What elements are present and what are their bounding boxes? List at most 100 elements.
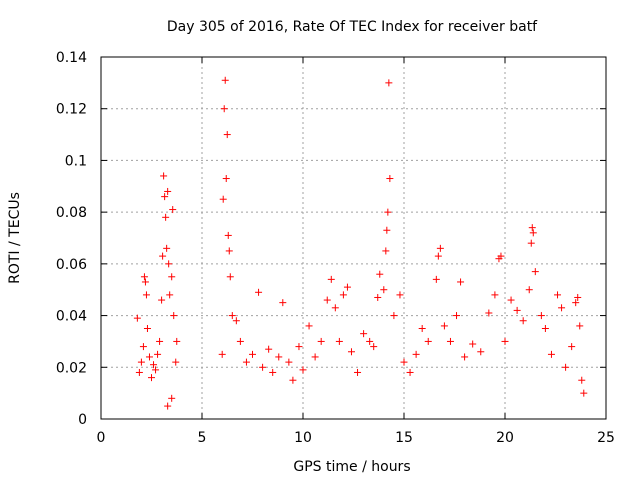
x-ticks: 0 5 10 15 20 25 xyxy=(97,57,615,446)
data-point xyxy=(370,343,378,351)
data-point xyxy=(576,322,584,330)
data-point xyxy=(170,312,178,320)
data-point xyxy=(390,312,398,320)
data-point xyxy=(507,296,515,304)
data-point xyxy=(255,288,263,296)
y-tick-label: 0.12 xyxy=(56,102,87,118)
data-point xyxy=(578,376,586,384)
data-point xyxy=(412,350,420,358)
data-point xyxy=(541,325,549,332)
x-tick-label: 15 xyxy=(395,430,413,446)
data-point xyxy=(225,247,233,255)
data-point xyxy=(580,389,588,397)
data-point xyxy=(501,337,509,345)
data-point xyxy=(317,337,325,345)
data-point xyxy=(574,293,582,301)
data-point xyxy=(519,317,527,325)
y-tick-label: 0 xyxy=(78,412,87,428)
chart-title: Day 305 of 2016, Rate Of TEC Index for r… xyxy=(167,19,538,35)
data-point xyxy=(366,337,374,345)
x-tick-label: 0 xyxy=(97,430,106,446)
data-point xyxy=(133,314,141,322)
y-tick-label: 0.1 xyxy=(65,153,87,169)
data-point xyxy=(396,291,404,299)
data-point xyxy=(159,252,167,260)
data-point xyxy=(537,312,545,320)
data-point xyxy=(289,376,297,384)
x-tick-label: 5 xyxy=(198,430,207,446)
data-point xyxy=(226,273,234,281)
data-point xyxy=(160,172,168,180)
data-point xyxy=(339,291,347,299)
data-point xyxy=(223,131,231,139)
data-point xyxy=(162,213,170,221)
data-point xyxy=(166,291,174,299)
plot-frame xyxy=(100,56,607,420)
data-point xyxy=(457,278,465,286)
data-point xyxy=(406,368,414,376)
data-point xyxy=(529,229,537,237)
data-point xyxy=(154,350,162,358)
data-point xyxy=(279,299,287,307)
x-axis-label: GPS time / hours xyxy=(293,459,410,475)
data-point xyxy=(168,394,176,402)
data-point xyxy=(152,366,160,374)
data-point xyxy=(446,337,454,345)
data-point xyxy=(165,260,173,268)
data-point xyxy=(311,353,319,361)
y-tick-label: 0.14 xyxy=(56,50,87,66)
data-point xyxy=(568,343,576,351)
data-point xyxy=(265,345,273,353)
data-point xyxy=(374,293,382,301)
data-point xyxy=(137,358,145,366)
data-point xyxy=(354,368,362,376)
data-point xyxy=(161,193,169,201)
data-point xyxy=(562,363,570,371)
data-point xyxy=(461,353,469,361)
data-point xyxy=(221,76,229,84)
data-point xyxy=(142,291,150,299)
data-point xyxy=(400,358,408,366)
data-point xyxy=(140,273,148,281)
y-tick-label: 0.08 xyxy=(56,205,87,221)
data-point xyxy=(527,239,535,247)
data-point xyxy=(249,350,256,358)
grid xyxy=(101,57,606,419)
data-point xyxy=(141,278,149,286)
data-point xyxy=(335,337,343,345)
data-point xyxy=(453,312,461,320)
data-point xyxy=(436,244,444,252)
data-point xyxy=(491,291,499,299)
data-point xyxy=(385,79,393,87)
x-tick-label: 10 xyxy=(294,430,312,446)
y-tick-label: 0.06 xyxy=(56,257,87,273)
data-point xyxy=(148,374,155,382)
data-point xyxy=(224,231,232,239)
x-tick-label: 25 xyxy=(597,430,615,446)
data-point xyxy=(220,105,228,113)
data-point xyxy=(424,337,432,345)
data-point xyxy=(383,226,391,234)
data-point xyxy=(513,306,521,314)
data-point xyxy=(150,361,158,369)
data-point xyxy=(376,270,384,278)
data-point xyxy=(158,296,166,304)
data-point xyxy=(269,368,277,376)
data-point xyxy=(143,325,151,332)
data-point xyxy=(440,322,448,330)
y-axis-label: ROTI / TECUs xyxy=(7,192,23,284)
data-point xyxy=(572,299,580,307)
data-point xyxy=(259,363,267,371)
data-point xyxy=(418,325,426,332)
data-point xyxy=(528,224,536,232)
data-point xyxy=(386,175,394,183)
data-point xyxy=(554,291,562,299)
data-point xyxy=(164,187,172,195)
data-point xyxy=(163,244,171,252)
data-point xyxy=(168,273,176,281)
data-point xyxy=(145,353,153,361)
data-point xyxy=(360,330,368,338)
data-point xyxy=(139,343,147,351)
data-point xyxy=(327,275,335,283)
